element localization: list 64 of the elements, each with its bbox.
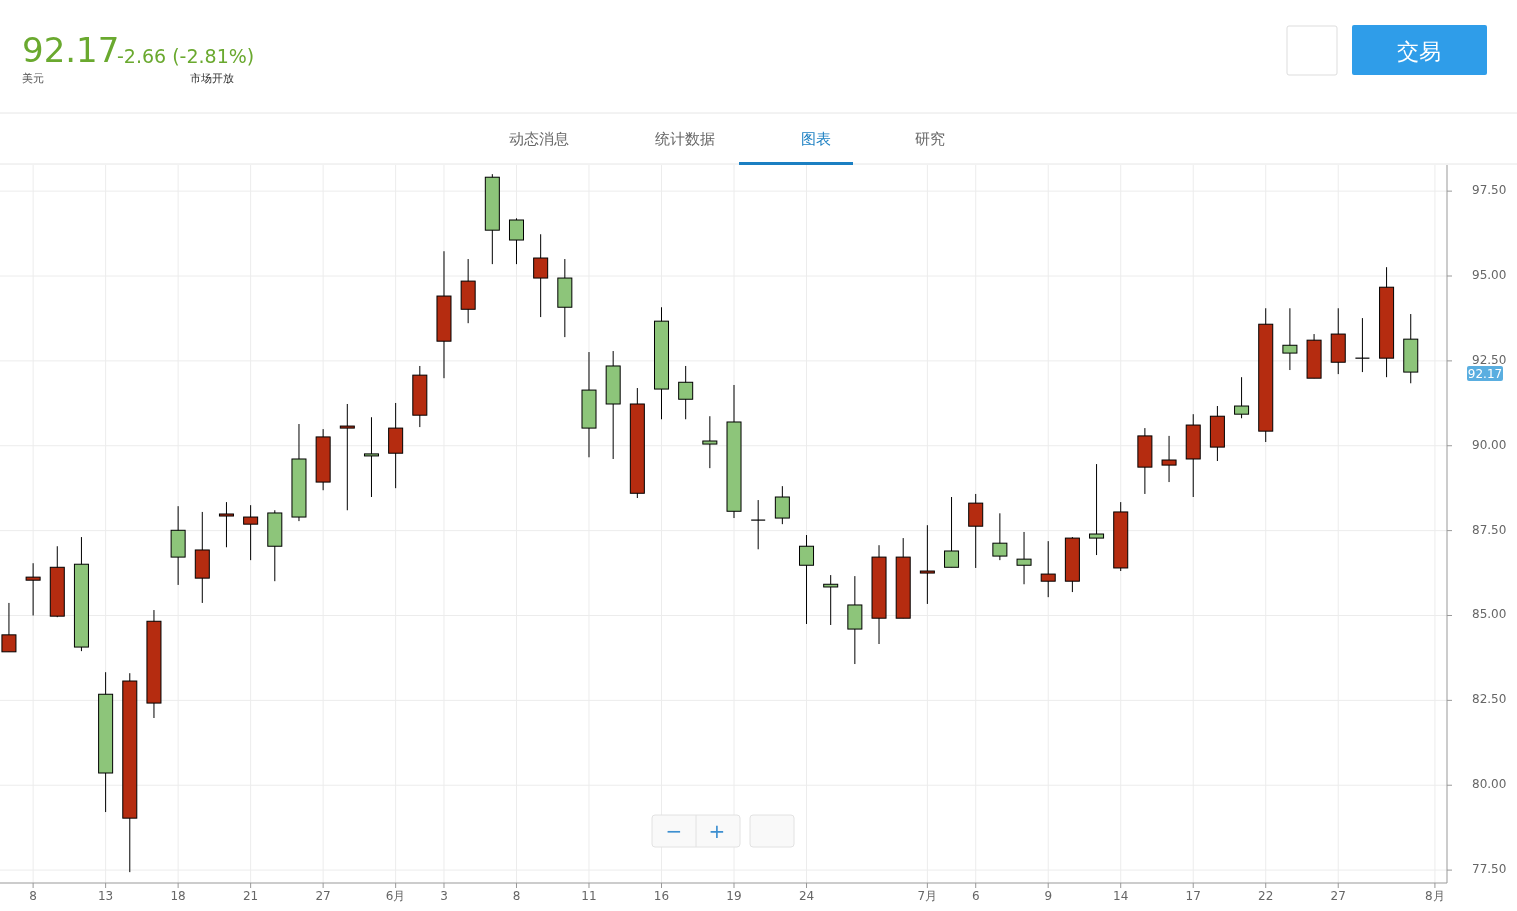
candlestick: [363, 416, 379, 498]
x-tick-label: 8月: [1425, 889, 1445, 903]
candlestick: [992, 512, 1008, 561]
text: 美元: [22, 72, 44, 85]
x-tick-label: 6月: [385, 889, 406, 903]
candlestick: [750, 499, 766, 550]
x-tick-label: 9: [1044, 889, 1053, 903]
x-tick-label: 27: [1330, 889, 1346, 903]
candlestick: [799, 534, 815, 625]
candlestick: [508, 217, 524, 265]
x-tick-label: 8: [512, 889, 521, 903]
y-tick-label: 82.50: [1472, 692, 1507, 707]
y-tick-label: 90.00: [1472, 437, 1507, 452]
y-tick-label: 85.00: [1472, 607, 1507, 622]
candlestick: [533, 233, 549, 318]
candlestick: [1234, 376, 1250, 419]
candlestick: [243, 504, 259, 561]
x-tick-label: 27: [315, 889, 331, 903]
text: 图表: [801, 130, 831, 148]
x-tick-label: 13: [97, 889, 114, 903]
x-tick-label: 21: [242, 889, 259, 903]
y-tick-label: 92.50: [1472, 352, 1507, 367]
x-tick-label: 7月: [917, 889, 938, 903]
annotation: +: [708, 819, 726, 843]
chart-subtitle: -2.66 (-2.81%): [117, 45, 255, 67]
y-tick-label: 87.50: [1472, 522, 1507, 537]
text: 统计数据: [655, 130, 715, 148]
candlestick: [1, 602, 17, 653]
candlestick: [944, 496, 960, 568]
x-tick-label: 17: [1185, 889, 1201, 903]
x-tick-label: 19: [726, 889, 742, 903]
text: 交易: [1397, 39, 1441, 64]
candlestick: [218, 501, 234, 548]
candlestick: [702, 415, 718, 469]
x-tick-label: 11: [581, 889, 597, 903]
x-tick-label: 18: [170, 889, 186, 903]
x-tick-label: 8: [29, 889, 37, 903]
x-tick-label: 16: [653, 889, 670, 903]
candlestick: [774, 485, 790, 525]
y-tick-label: 95.00: [1472, 268, 1507, 283]
y-tick-label: 80.00: [1472, 777, 1507, 792]
text: 92.17: [1467, 367, 1503, 382]
annotation: −: [665, 819, 683, 843]
candlestick: [678, 365, 694, 420]
candlestick: [25, 562, 41, 616]
text: 研究: [915, 130, 945, 148]
candlestick: [1040, 540, 1056, 598]
x-tick-label: 6: [971, 889, 980, 903]
y-tick-label: 77.50: [1472, 862, 1507, 877]
x-tick-label: 3: [440, 889, 448, 903]
candlestick: [919, 524, 935, 605]
x-tick-label: 14: [1113, 889, 1129, 903]
candlestick: [339, 403, 355, 511]
candlestick: [1282, 307, 1298, 371]
text: 动态消息: [509, 130, 569, 148]
candlestick: [1016, 531, 1032, 585]
candlestick: [968, 493, 984, 569]
candlestick: [823, 574, 839, 626]
text: 市场开放: [190, 72, 234, 85]
candlestick: [1161, 435, 1177, 483]
y-tick-label: 97.50: [1472, 183, 1507, 198]
x-tick-label: 24: [798, 889, 815, 903]
candlestick: [1089, 463, 1105, 556]
x-tick-label: 22: [1258, 889, 1274, 903]
